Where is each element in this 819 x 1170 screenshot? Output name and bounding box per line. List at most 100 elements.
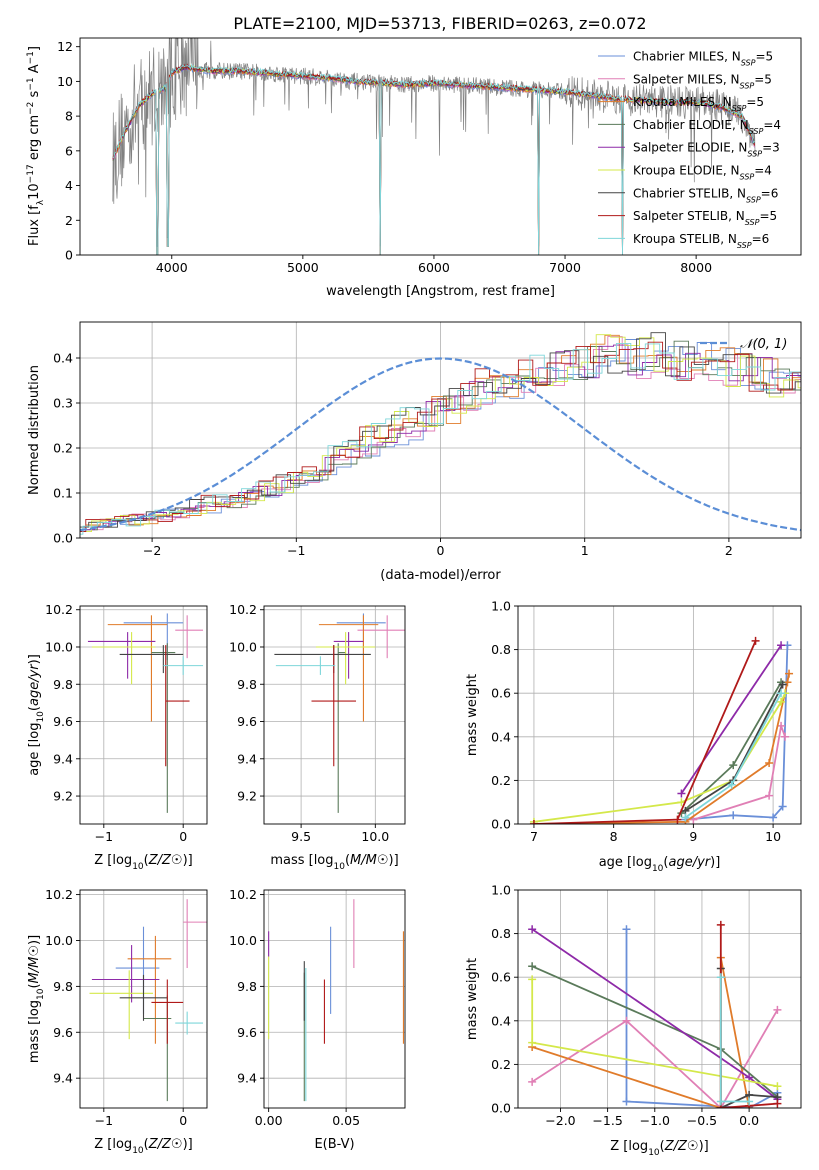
label-part: E(B-V): [314, 1137, 354, 1152]
y-tick-label: 0.3: [53, 396, 73, 411]
x-tick-label: 0: [179, 1113, 187, 1128]
weight-marker: [716, 973, 725, 982]
y-tick-label: 4: [65, 178, 73, 193]
axes-frame: [79, 37, 802, 256]
weight-marker: [778, 802, 787, 811]
weight-marker: [773, 1099, 782, 1108]
x-tick-label: 0: [179, 829, 187, 844]
label-part: (: [345, 853, 350, 868]
legend-entry: Chabrier STELIB, NSSP=6: [633, 186, 778, 204]
weight-marker: [716, 920, 725, 929]
y-tick-label: 6: [65, 143, 73, 158]
legend-sub: SSP: [732, 104, 747, 113]
x-tick-label: 1: [581, 543, 589, 558]
weight-line: [625, 929, 778, 1108]
y-tick-label: 9.4: [237, 751, 257, 766]
legend-value: =4: [763, 118, 781, 132]
histogram-step: [80, 341, 801, 532]
y-tick-label: 0.6: [491, 970, 511, 985]
legend-name: Kroupa MILES, N: [633, 95, 732, 109]
weight-marker: [528, 1077, 537, 1086]
axes-frame: [79, 889, 208, 1109]
histogram-step: [88, 336, 801, 531]
label-part: (: [27, 706, 42, 711]
y-tick-label: 0.8: [491, 926, 511, 941]
weight-marker: [729, 761, 738, 770]
x-tick-label: 7000: [549, 260, 581, 275]
histogram-step: [80, 332, 801, 528]
model-line: [112, 63, 756, 255]
y-axis-label: Flux [fλ10−17 erg cm−2 s−1 A−1]: [26, 46, 46, 246]
y-tick-label: 9.8: [53, 677, 73, 692]
x-tick-label: −1: [95, 1113, 113, 1128]
y-tick-label: 10.2: [45, 602, 73, 617]
y-axis-label: age [log10(age/yr)]: [27, 654, 46, 776]
x-tick-label: 2: [725, 543, 733, 558]
x-axis-label-group: Z [log10(Z/Z☉)]: [94, 853, 192, 872]
legend-entry: Kroupa STELIB, NSSP=6: [633, 232, 769, 250]
label-part: 10: [36, 711, 46, 723]
weight-marker: [677, 789, 686, 798]
spectrum-plot-area: [112, 38, 756, 255]
weight-marker: [622, 925, 631, 934]
weight-line: [693, 722, 786, 821]
axes-frame: [263, 605, 406, 825]
legend-value: =5: [754, 72, 772, 86]
label-part: −17: [26, 164, 36, 183]
y-tick-label: 0.0: [491, 817, 511, 832]
weight-marker: [773, 1005, 782, 1014]
mass_weight_vs_age-plot-area: [529, 636, 794, 824]
label-part: M/M☉: [350, 853, 388, 868]
label-part: mass [log: [27, 1000, 42, 1063]
label-part: Z [log: [94, 1137, 132, 1152]
y-tick-label: 10.2: [229, 887, 257, 902]
legend-sub: SSP: [740, 172, 755, 181]
y-tick-label: 9.4: [53, 751, 73, 766]
weight-line: [680, 681, 782, 814]
weight-marker: [528, 975, 537, 984]
x-tick-label: 10.0: [361, 829, 389, 844]
x-tick-label: 0.00: [255, 1113, 283, 1128]
y-tick-label: 9.8: [237, 677, 257, 692]
mass_vs_EBV-plot-area: [268, 899, 405, 1102]
normal-curve: [80, 357, 801, 532]
label-part: 10: [652, 864, 664, 874]
legend-value: =5: [759, 209, 777, 223]
x-tick-label: 0.0: [739, 1113, 759, 1128]
label-part: ]: [27, 46, 42, 51]
legend-sub: SSP: [746, 195, 761, 204]
label-part: Z/Z☉: [664, 1139, 699, 1154]
axes-frame: [263, 889, 406, 1109]
y-tick-label: 10.0: [45, 639, 73, 654]
age_vs_mass-axes: 9.5 10.0 9.2 9.4 9.6 9.8 10.0 10.2 mass [log10(M…: [229, 602, 406, 872]
x-tick-label: −1.0: [640, 1113, 670, 1128]
y-tick-label: 0.4: [53, 351, 73, 366]
label-part: age/yr: [27, 663, 42, 706]
y-tick-label: 0.0: [53, 531, 73, 546]
legend-name: Chabrier STELIB, N: [633, 186, 746, 200]
label-part: 10: [334, 862, 346, 872]
weight-marker: [716, 1097, 725, 1106]
legend-entry: Kroupa ELODIE, NSSP=4: [633, 164, 772, 182]
x-axis-label-group: Z [log10(Z/Z☉)]: [94, 1137, 192, 1156]
y-tick-label: 0.2: [491, 1057, 511, 1072]
legend-value: =6: [752, 232, 770, 246]
label-part: 10: [27, 183, 42, 200]
label-part: Z/Z☉: [148, 853, 183, 868]
y-axis-label: mass [log10(M/M☉)]: [27, 935, 46, 1063]
label-part: Z [log: [610, 1139, 648, 1154]
legend-entry: Chabrier MILES, NSSP=5: [633, 50, 773, 68]
x-axis-label: mass [log10(M/M☉)]: [270, 853, 398, 872]
label-part: s: [27, 90, 42, 101]
x-tick-label: 9: [689, 829, 697, 844]
x-tick-label: 9.5: [291, 829, 311, 844]
y-tick-label: 9.4: [53, 1071, 73, 1086]
x-tick-label: 8000: [680, 260, 712, 275]
x-tick-label: −0.5: [687, 1113, 717, 1128]
x-tick-label: 0: [437, 543, 445, 558]
label-part: age [log: [27, 723, 42, 776]
legend-entry: 𝒩(0, 1): [740, 337, 787, 352]
weight-marker: [529, 820, 538, 824]
